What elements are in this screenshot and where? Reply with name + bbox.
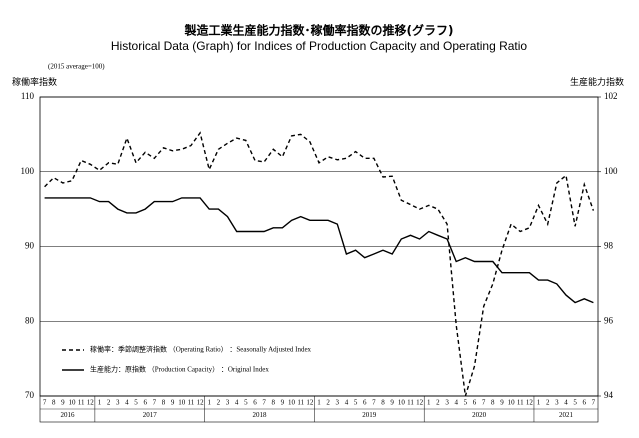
x-tick-label: 6 [363, 399, 367, 407]
x-tick-label: 5 [464, 399, 468, 407]
x-tick-label: 7 [592, 399, 596, 407]
x-tick-label: 12 [197, 399, 205, 407]
year-label: 2018 [253, 411, 268, 419]
y2-tick-label: 100 [604, 166, 618, 176]
x-tick-label: 8 [162, 399, 166, 407]
x-tick-label: 1 [427, 399, 431, 407]
series-line [44, 131, 595, 397]
x-tick-label: 12 [87, 399, 95, 407]
y-tick-label: 70 [25, 390, 35, 400]
x-tick-label: 7 [482, 399, 486, 407]
x-tick-label: 5 [244, 399, 248, 407]
x-tick-label: 4 [454, 399, 458, 407]
x-tick-label: 2 [326, 399, 330, 407]
x-tick-label: 6 [473, 399, 477, 407]
x-tick-label: 11 [188, 399, 195, 407]
x-tick-label: 2 [107, 399, 111, 407]
x-tick-label: 5 [354, 399, 358, 407]
x-tick-label: 8 [381, 399, 385, 407]
x-tick-label: 6 [253, 399, 257, 407]
chart-subtitle: Historical Data (Graph) for Indices of P… [111, 39, 528, 53]
x-tick-label: 3 [555, 399, 559, 407]
x-tick-label: 5 [573, 399, 577, 407]
x-tick-label: 4 [345, 399, 349, 407]
year-label: 2017 [143, 411, 158, 419]
x-tick-label: 10 [69, 399, 77, 407]
x-tick-label: 1 [207, 399, 211, 407]
x-tick-label: 9 [171, 399, 175, 407]
x-tick-label: 1 [98, 399, 102, 407]
x-tick-label: 3 [226, 399, 230, 407]
x-tick-label: 2 [436, 399, 440, 407]
x-tick-label: 9 [390, 399, 394, 407]
x-tick-label: 10 [288, 399, 296, 407]
x-tick-label: 1 [537, 399, 541, 407]
x-tick-label: 11 [517, 399, 524, 407]
x-tick-label: 9 [61, 399, 65, 407]
x-tick-label: 9 [281, 399, 285, 407]
x-tick-label: 11 [407, 399, 414, 407]
x-tick-label: 11 [297, 399, 304, 407]
x-tick-label: 9 [500, 399, 504, 407]
year-label: 2020 [472, 411, 487, 419]
x-tick-label: 6 [143, 399, 147, 407]
legend-label: 稼働率：季節調整済指数 （Operating Ratio） ：Seasonall… [90, 345, 312, 354]
y2-tick-label: 94 [604, 390, 614, 400]
x-tick-label: 12 [416, 399, 424, 407]
x-tick-label: 7 [372, 399, 376, 407]
x-tick-label: 8 [491, 399, 495, 407]
x-tick-label: 4 [235, 399, 239, 407]
y2-axis-label: 生産能力指数 [570, 76, 624, 87]
y-tick-label: 90 [25, 241, 35, 251]
year-label: 2019 [362, 411, 377, 419]
year-label: 2021 [559, 411, 574, 419]
y2-tick-label: 102 [604, 91, 618, 101]
x-tick-label: 8 [272, 399, 276, 407]
x-tick-label: 1 [317, 399, 321, 407]
x-tick-label: 4 [125, 399, 129, 407]
x-tick-label: 4 [564, 399, 568, 407]
x-tick-label: 11 [78, 399, 85, 407]
x-tick-label: 10 [398, 399, 406, 407]
series-line [44, 197, 594, 304]
x-tick-label: 2 [217, 399, 221, 407]
x-tick-label: 2 [546, 399, 550, 407]
x-tick-label: 12 [306, 399, 314, 407]
x-tick-label: 10 [508, 399, 516, 407]
x-tick-label: 7 [153, 399, 157, 407]
y-axis-label: 稼働率指数 [12, 76, 57, 87]
x-tick-label: 3 [445, 399, 449, 407]
legend-label: 生産能力：原指数 （Production Capacity） ：Original… [90, 365, 269, 374]
y2-tick-label: 98 [604, 241, 614, 251]
x-tick-label: 7 [262, 399, 266, 407]
y2-tick-label: 96 [604, 315, 614, 325]
x-tick-label: 3 [116, 399, 120, 407]
y-tick-label: 100 [21, 166, 35, 176]
x-tick-label: 5 [134, 399, 138, 407]
x-tick-label: 12 [526, 399, 534, 407]
x-tick-label: 10 [178, 399, 186, 407]
x-tick-label: 8 [52, 399, 56, 407]
x-tick-label: 7 [43, 399, 47, 407]
y-tick-label: 80 [25, 315, 35, 325]
y-tick-label: 110 [21, 91, 35, 101]
year-label: 2016 [60, 411, 75, 419]
note: (2015 average=100) [48, 63, 105, 71]
chart-title: 製造工業生産能力指数･稼働率指数の推移(グラフ) [184, 23, 454, 38]
x-tick-label: 6 [583, 399, 587, 407]
x-tick-label: 3 [336, 399, 340, 407]
